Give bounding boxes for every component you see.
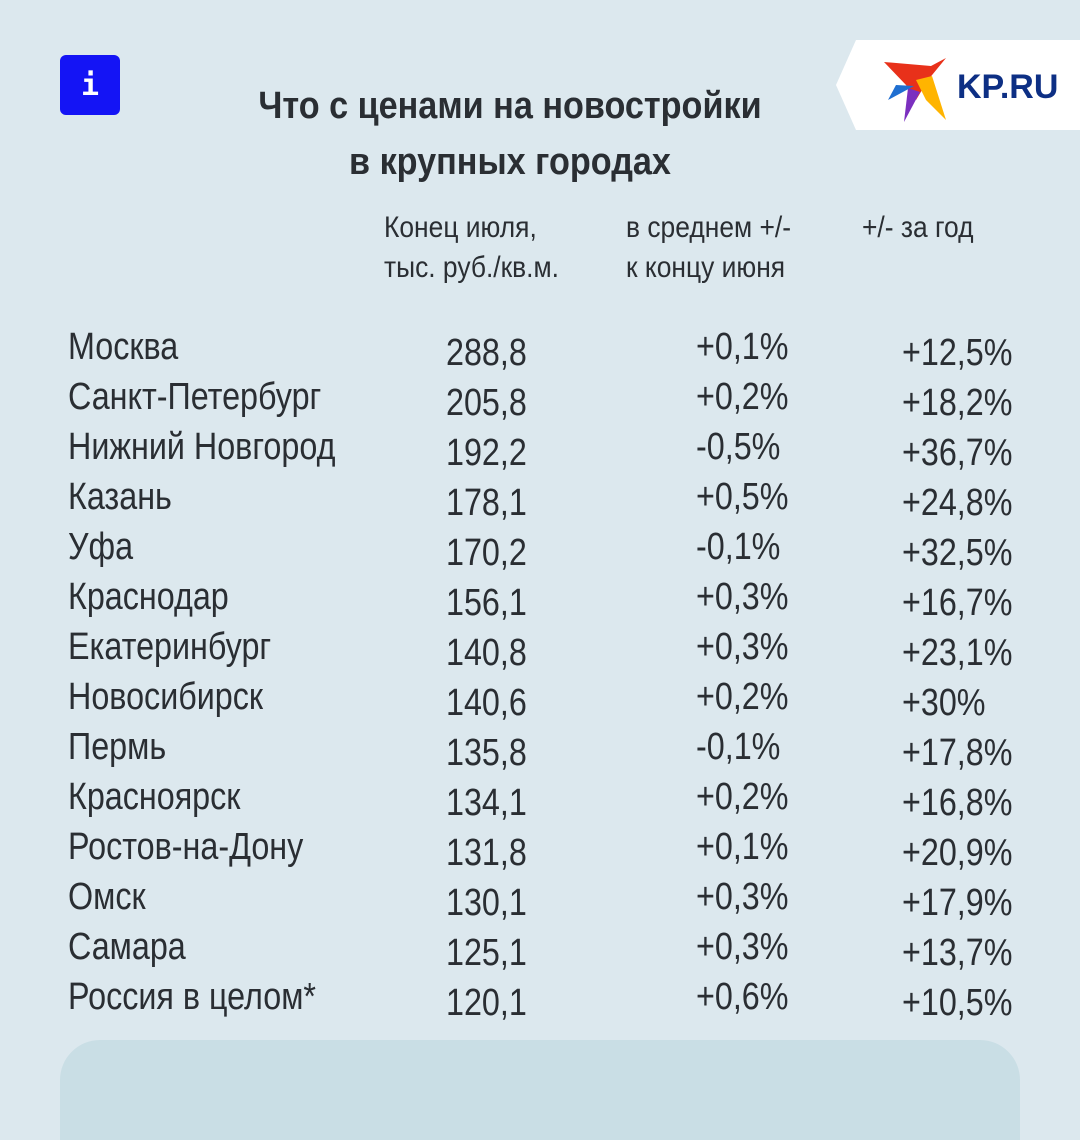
month-change: +0,5% [696,476,789,518]
column-header-year-change: +/- за год [862,211,974,244]
table-row: Нижний Новгород 192,2 -0,5% +36,7% [0,426,1080,476]
table-row: Самара 125,1 +0,3% +13,7% [0,926,1080,976]
logo-text: KP.RU [957,68,1058,106]
year-change: +32,5% [902,532,1013,574]
price-value: 192,2 [446,432,527,474]
city-name: Ростов-на-Дону [68,826,304,868]
title-line: в крупных городах [349,141,671,183]
city-name: Россия в целом* [68,976,317,1018]
page-title: Что с ценами на новостройки в крупных го… [195,78,825,190]
year-change: +16,7% [902,582,1013,624]
year-change: +17,9% [902,882,1013,924]
table-row: Санкт-Петербург 205,8 +0,2% +18,2% [0,376,1080,426]
year-change: +18,2% [902,382,1013,424]
title-line: Что с ценами на новостройки [258,85,762,127]
price-value: 125,1 [446,932,527,974]
table-row: Ростов-на-Дону 131,8 +0,1% +20,9% [0,826,1080,876]
table-row: Краснодар 156,1 +0,3% +16,7% [0,576,1080,626]
info-icon: i [80,67,100,103]
price-value: 130,1 [446,882,527,924]
table-row: Уфа 170,2 -0,1% +32,5% [0,526,1080,576]
table-row: Пермь 135,8 -0,1% +17,8% [0,726,1080,776]
price-value: 205,8 [446,382,527,424]
year-change: +20,9% [902,832,1013,874]
price-value: 140,8 [446,632,527,674]
month-change: +0,2% [696,776,789,818]
column-header-month-change: в среднем +/- к концу июня [626,211,792,284]
month-change: +0,1% [696,326,789,368]
month-change: +0,2% [696,676,789,718]
city-name: Санкт-Петербург [68,376,322,418]
table-row: Омск 130,1 +0,3% +17,9% [0,876,1080,926]
table-row: Новосибирск 140,6 +0,2% +30% [0,676,1080,726]
city-name: Москва [68,326,179,368]
city-name: Екатеринбург [68,626,272,668]
month-change: +0,2% [696,376,789,418]
footnote-box [60,1040,1020,1140]
month-change: +0,3% [696,576,789,618]
year-change: +30% [902,682,986,724]
price-value: 170,2 [446,532,527,574]
year-change: +13,7% [902,932,1013,974]
city-name: Красноярск [68,776,241,818]
table-row: Красноярск 134,1 +0,2% +16,8% [0,776,1080,826]
city-name: Казань [68,476,172,518]
city-name: Краснодар [68,576,229,618]
price-value: 120,1 [446,982,527,1024]
month-change: +0,3% [696,926,789,968]
year-change: +12,5% [902,332,1013,374]
month-change: +0,3% [696,626,789,668]
month-change: +0,6% [696,976,789,1018]
year-change: +16,8% [902,782,1013,824]
month-change: +0,1% [696,826,789,868]
year-change: +24,8% [902,482,1013,524]
city-name: Омск [68,876,146,918]
table-row: Россия в целом* 120,1 +0,6% +10,5% [0,976,1080,1026]
year-change: +10,5% [902,982,1013,1024]
year-change: +36,7% [902,432,1013,474]
table-row: Москва 288,8 +0,1% +12,5% [0,326,1080,376]
month-change: +0,3% [696,876,789,918]
city-name: Нижний Новгород [68,426,336,468]
city-name: Самара [68,926,186,968]
month-change: -0,5% [696,426,781,468]
bird-icon [884,58,946,100]
table-row: Казань 178,1 +0,5% +24,8% [0,476,1080,526]
price-value: 156,1 [446,582,527,624]
price-value: 178,1 [446,482,527,524]
table-row: Екатеринбург 140,8 +0,3% +23,1% [0,626,1080,676]
month-change: -0,1% [696,726,781,768]
price-value: 135,8 [446,732,527,774]
info-badge[interactable]: i [60,55,120,115]
price-value: 140,6 [446,682,527,724]
city-name: Уфа [68,526,134,568]
year-change: +17,8% [902,732,1013,774]
year-change: +23,1% [902,632,1013,674]
kp-logo[interactable]: KP.RU [836,40,1080,130]
logo-tag-shape [836,40,1080,130]
price-value: 134,1 [446,782,527,824]
month-change: -0,1% [696,526,781,568]
city-name: Пермь [68,726,167,768]
price-value: 131,8 [446,832,527,874]
price-value: 288,8 [446,332,527,374]
column-header-price: Конец июля, тыс. руб./кв.м. [384,211,560,284]
city-name: Новосибирск [68,676,264,718]
